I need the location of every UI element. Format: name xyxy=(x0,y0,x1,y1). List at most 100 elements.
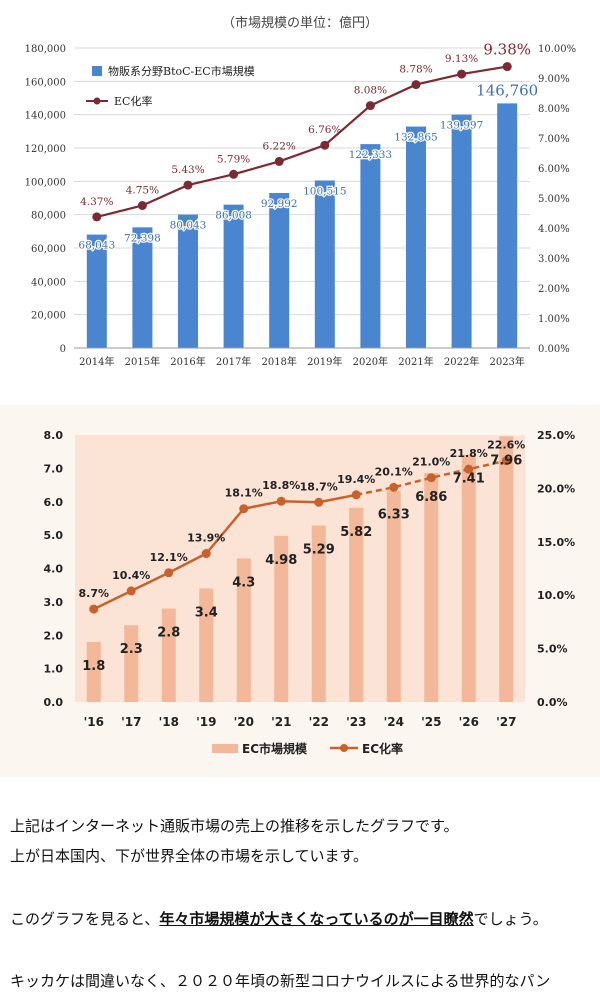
chart2-bar xyxy=(499,436,514,702)
chart2-rate-point xyxy=(389,482,399,492)
chart2-x-tick: '27 xyxy=(496,715,516,729)
chart2-bar-label: 7.41 xyxy=(453,472,485,487)
chart2-bar-label: 4.3 xyxy=(232,575,255,590)
chart1-bar xyxy=(497,103,518,349)
chart1-rate-label: 9.13% xyxy=(445,53,478,65)
chart2-y2-tick: 5.0% xyxy=(537,643,568,656)
chart2-bar xyxy=(424,473,439,702)
chart1-y2-tick: 2.00% xyxy=(538,284,570,295)
chart1-y-tick: 160,000 xyxy=(25,77,66,88)
chart1-rate-point xyxy=(320,140,330,150)
chart2-rate-label: 12.1% xyxy=(150,551,188,564)
chart2-y2-tick: 25.0% xyxy=(537,429,575,442)
chart1-x-tick: 2023年 xyxy=(489,355,524,368)
chart1-bar-label: 72,398 xyxy=(124,232,161,244)
chart2-x-tick: '26 xyxy=(459,715,479,729)
chart2-legend-bar-label: EC市場規模 xyxy=(242,741,308,756)
chart1-bar xyxy=(360,144,381,348)
chart2-rate-label: 8.7% xyxy=(78,587,109,600)
chart1-y-tick: 100,000 xyxy=(25,177,66,188)
chart2-rate-point xyxy=(126,586,136,596)
chart2-rate-point xyxy=(164,568,174,578)
chart2-bar-label: 2.3 xyxy=(120,642,143,657)
chart2-rate-label: 21.0% xyxy=(412,456,450,469)
chart2-x-tick: '19 xyxy=(196,715,216,729)
chart1-y2-tick: 10.00% xyxy=(538,44,576,55)
chart2-y-tick: 4.0 xyxy=(44,563,64,576)
chart1-bar xyxy=(451,114,472,349)
chart1-rate-point xyxy=(229,169,239,179)
chart1-bar xyxy=(314,180,335,348)
global-ec-chart-panel: 1.8 2.3 2.8 3.4 4.3 4.98 5.29 5.82 6.33 6.86 7.41 7… xyxy=(0,405,600,777)
chart1-rate-point xyxy=(183,180,193,190)
chart2-rate-point xyxy=(201,549,211,559)
chart2-bar-label: 3.4 xyxy=(195,606,218,621)
chart2-bar xyxy=(349,507,364,702)
article-line-2: 上が日本国内、下が世界全体の市場を示しています。 xyxy=(10,847,369,865)
article-line-3-lead: このグラフを見ると、 xyxy=(10,910,160,928)
chart1-bar-label: 132,865 xyxy=(394,132,437,144)
chart1-y-tick: 140,000 xyxy=(25,111,66,122)
chart2-x-tick: '23 xyxy=(346,715,366,729)
chart2-bar-label: 2.8 xyxy=(157,626,180,641)
chart2-bar-label: 5.29 xyxy=(303,542,335,557)
chart2-y-tick: 1.0 xyxy=(44,663,64,676)
chart2-x-tick: '21 xyxy=(271,715,291,729)
chart1-y2-tick: 0.00% xyxy=(538,344,570,355)
chart1-y-tick: 180,000 xyxy=(25,44,66,55)
chart1-bar xyxy=(86,234,107,348)
chart2-x-tick: '16 xyxy=(84,715,104,729)
chart2-rate-point xyxy=(351,490,361,500)
chart2-rate-point xyxy=(464,464,474,474)
chart1-y2-tick: 3.00% xyxy=(538,254,570,265)
chart1-rate-label: 6.22% xyxy=(263,140,296,152)
chart1-x-tick: 2015年 xyxy=(125,355,160,368)
chart1-bar-label: 146,760 xyxy=(476,81,538,99)
chart2-legend-line-marker xyxy=(340,744,348,752)
chart2-rate-label: 20.1% xyxy=(375,465,413,478)
chart2-rate-label: 18.1% xyxy=(225,487,263,500)
chart2-bar xyxy=(161,608,176,702)
chart1-rate-label: 5.43% xyxy=(171,164,204,176)
chart1-rate-point xyxy=(502,62,512,72)
chart1-title: （市場規模の単位：億円） xyxy=(222,15,378,31)
chart2-y2-tick: 20.0% xyxy=(537,482,575,495)
chart2-bar-label: 5.82 xyxy=(340,525,372,540)
chart1-bar-label: 68,043 xyxy=(78,240,115,252)
chart1-bar xyxy=(132,227,153,348)
chart1-bar xyxy=(178,214,198,348)
chart1-x-tick: 2020年 xyxy=(353,355,388,368)
chart2-bar-label: 1.8 xyxy=(82,659,105,674)
chart2-x-tick: '20 xyxy=(234,715,254,729)
chart1-y2-tick: 7.00% xyxy=(538,134,570,145)
chart2-rate-point xyxy=(276,496,286,506)
global-ec-chart: 1.8 2.3 2.8 3.4 4.3 4.98 5.29 5.82 6.33 6.86 7.41 7… xyxy=(44,429,576,756)
chart2-rate-point xyxy=(501,456,511,466)
chart2-bar-label: 4.98 xyxy=(265,553,297,568)
chart1-rate-point xyxy=(365,101,375,111)
chart2-rate-point xyxy=(89,604,99,614)
chart2-rate-label: 21.8% xyxy=(450,447,488,460)
article-line-4: キッカケは間違いなく、２０２０年頃の新型コロナウイルスによる世界的なパン xyxy=(10,972,551,990)
chart1-y2-tick: 4.00% xyxy=(538,224,570,235)
chart2-bar xyxy=(311,525,326,702)
chart2-bar-label: 6.33 xyxy=(378,508,410,523)
chart1-y2-tick: 8.00% xyxy=(538,104,570,115)
chart1-rate-point xyxy=(92,212,102,222)
chart1-y2-tick: 9.00% xyxy=(538,74,570,85)
chart1-x-tick: 2022年 xyxy=(444,355,479,368)
chart2-y-tick: 5.0 xyxy=(44,529,64,542)
chart1-x-tick: 2014年 xyxy=(79,355,114,368)
chart1-rate-point xyxy=(274,156,284,166)
chart2-plot-background xyxy=(75,435,525,702)
chart1-bar-label: 80,043 xyxy=(170,220,207,232)
chart1-y-tick: 120,000 xyxy=(25,144,66,155)
chart1-rate-label: 4.75% xyxy=(126,185,159,197)
chart1-y2-tick: 5.00% xyxy=(538,194,570,205)
chart2-x-tick: '18 xyxy=(159,715,179,729)
chart2-rate-label: 19.4% xyxy=(337,473,375,486)
chart2-bar xyxy=(236,558,251,702)
chart1-rate-label: 4.37% xyxy=(80,196,113,208)
chart2-y2-tick: 15.0% xyxy=(537,536,575,549)
chart1-bar xyxy=(406,126,426,348)
